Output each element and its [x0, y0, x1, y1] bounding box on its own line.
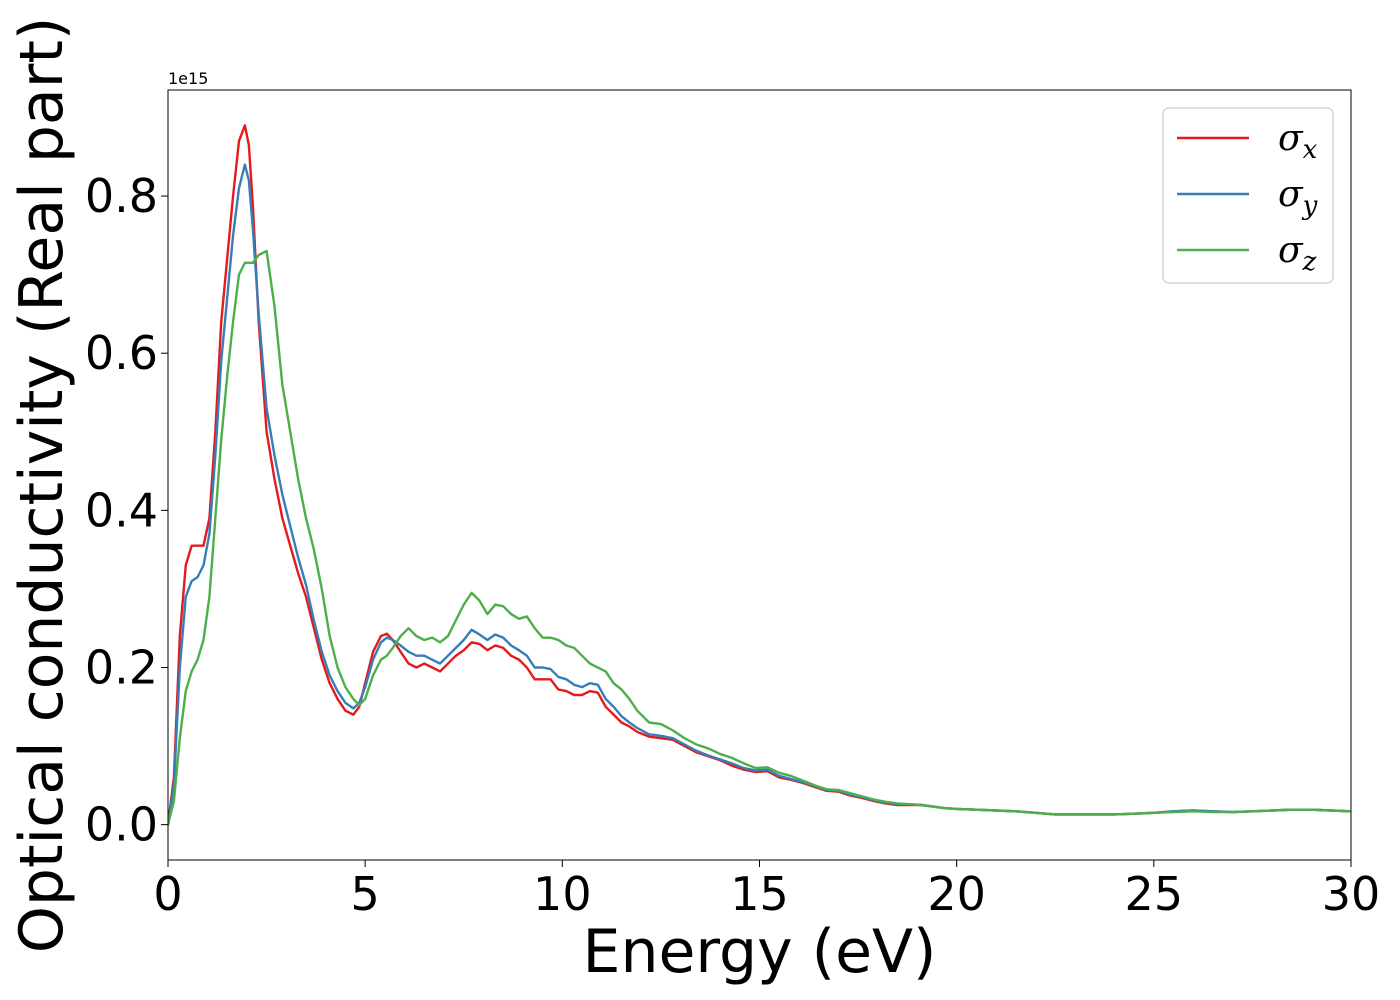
x-tick-label: 25: [1125, 867, 1184, 921]
x-tick-label: 20: [927, 867, 986, 921]
x-tick-label: 15: [730, 867, 789, 921]
legend-label-x: σx: [1278, 118, 1318, 165]
legend-box: [1162, 107, 1334, 284]
legend-label-y: σy: [1278, 174, 1318, 221]
y-offset-label: 1e15: [168, 69, 208, 88]
x-axis: 0 5 10 15 20 25 30: [153, 860, 1380, 921]
y-tick-label: 0.8: [85, 169, 158, 223]
x-tick-label: 0: [153, 867, 182, 921]
legend: σx σy σz: [1162, 107, 1334, 284]
x-tick-label: 10: [533, 867, 592, 921]
legend-label-z: σz: [1278, 230, 1317, 277]
y-tick-label: 0.4: [85, 483, 158, 537]
y-tick-label: 0.0: [85, 798, 158, 852]
x-tick-label: 30: [1322, 867, 1381, 921]
y-tick-label: 0.2: [85, 641, 158, 695]
x-tick-label: 5: [351, 867, 380, 921]
y-tick-label: 0.6: [85, 326, 158, 380]
y-axis: 0.0 0.2 0.4 0.6 0.8: [85, 169, 168, 852]
series-layer: [168, 124, 1351, 826]
x-axis-title: Energy (eV): [583, 917, 937, 987]
series-line-z: [168, 249, 1351, 826]
y-axis-title: Optical conductivity (Real part): [7, 17, 77, 954]
